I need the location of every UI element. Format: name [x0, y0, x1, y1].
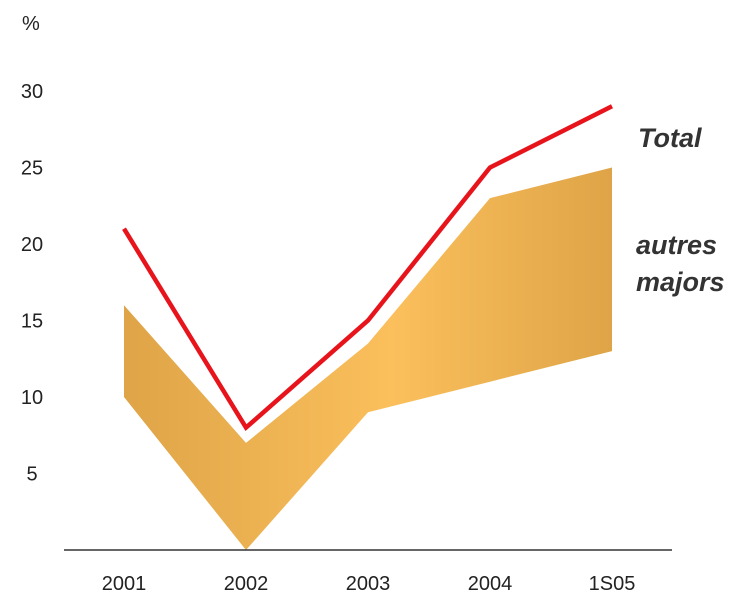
x-tick-label-2003: 2003 — [346, 573, 391, 595]
y-tick-label-25: 25 — [21, 158, 43, 180]
y-axis-ticks: 5 10 15 20 25 30 — [21, 81, 43, 486]
y-tick-label-10: 10 — [21, 387, 43, 409]
autres-majors-band-layer — [124, 167, 612, 550]
legend-label-total: Total — [638, 123, 702, 153]
y-tick-label-15: 15 — [21, 311, 43, 333]
y-tick-label-20: 20 — [21, 234, 43, 256]
x-tick-label-2004: 2004 — [468, 573, 513, 595]
y-tick-label-5: 5 — [26, 464, 37, 486]
x-tick-label-2002: 2002 — [224, 573, 269, 595]
total-line — [122, 104, 614, 432]
y-tick-label-30: 30 — [21, 81, 43, 103]
x-tick-label-2001: 2001 — [102, 573, 147, 595]
x-axis-ticks: 2001 2002 2003 2004 1S05 — [102, 573, 636, 595]
autres-majors-band — [124, 167, 612, 550]
x-tick-label-1s05: 1S05 — [589, 573, 636, 595]
legend-label-autres-majors: autres majors — [636, 230, 725, 297]
legend-label-autres-majors-line2: majors — [636, 267, 725, 297]
legend-label-autres-majors-line1: autres — [636, 230, 717, 260]
y-axis-unit-label: % — [22, 13, 40, 35]
total-line-layer — [122, 104, 614, 432]
